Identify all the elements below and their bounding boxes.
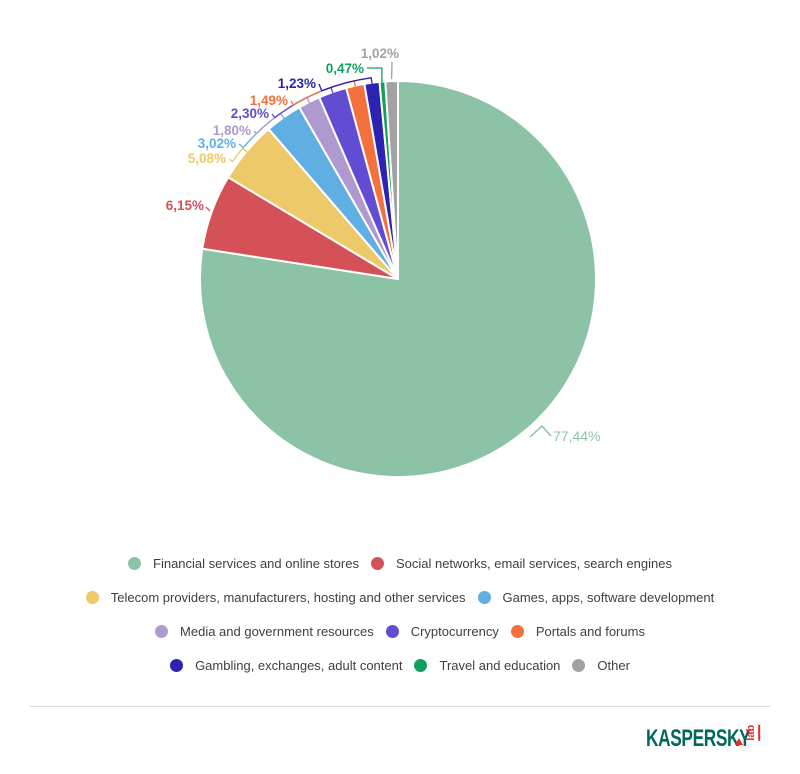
- legend-item-other[interactable]: Other: [572, 658, 630, 673]
- legend-swatch: [385, 624, 399, 638]
- legend-label: Cryptocurrency: [410, 623, 499, 639]
- legend-label: Gambling, exchanges, adult content: [195, 657, 403, 673]
- slice-value-label: 0,47%: [326, 61, 364, 76]
- pie-chart: 77,44% 6,15% 5,08%3,02%1,80% 2,30%1,49% 1,23…: [166, 46, 600, 478]
- legend-item-social-networks-email[interactable]: Social networks, email services, search …: [370, 555, 672, 571]
- slice-value-label: 1,23%: [278, 76, 316, 91]
- legend-label: Games, apps, software development: [502, 589, 715, 605]
- pie-chart-area: 77,44% 6,15% 5,08% 3,02% 1,80% 2,30% 1,49% 1,23…: [166, 46, 600, 478]
- logo-lab-text: lab: [743, 723, 763, 743]
- legend-item-media-and-government[interactable]: Media and government resources: [155, 624, 374, 639]
- legend-swatch: [85, 590, 99, 604]
- legend-swatch: [477, 590, 491, 604]
- slice-value-label: 5,08%: [188, 151, 226, 166]
- legend-swatch: [170, 658, 184, 672]
- legend-label: Financial services and online stores: [153, 555, 359, 571]
- chart-legend: Financial services and online stores Soci…: [0, 546, 800, 682]
- slice-value-label: 6,15%: [166, 198, 204, 213]
- legend-row: Financial services and online stores Soci…: [0, 546, 800, 580]
- legend-swatch: [128, 556, 142, 570]
- divider: [30, 706, 770, 707]
- legend-swatch: [155, 624, 169, 638]
- slice-value-label: 1,49%: [250, 93, 288, 108]
- slice-value-label: 1,80%: [213, 123, 251, 138]
- legend-row: Telecom providers, manufacturers, hostin…: [0, 580, 800, 614]
- legend-swatch: [510, 624, 524, 638]
- legend-label: Social networks, email services, search …: [395, 555, 672, 571]
- slice-leader-line: [318, 77, 373, 92]
- kaspersky-logo: KASPERSKY lab: [646, 722, 768, 758]
- legend-swatch: [414, 658, 428, 672]
- legend-label: Other: [597, 657, 630, 673]
- slice-value-label: 2,30%: [231, 106, 269, 121]
- legend-item-telecom-providers-manufacturers[interactable]: Telecom providers, manufacturers, hostin…: [85, 589, 466, 605]
- legend-label: Travel and education: [439, 657, 561, 673]
- slice-value-label: 1,02%: [361, 46, 399, 61]
- legend-row: Gambling, exchanges, adult content Travel…: [0, 648, 800, 682]
- slice-leader-line: [228, 147, 248, 163]
- logo-triangle-icon: [735, 737, 743, 745]
- slice-value-label: 77,44%: [553, 428, 600, 444]
- slice-leader-line: [367, 67, 383, 83]
- legend-label: Media and government resources: [180, 623, 374, 639]
- legend-swatch: [370, 556, 384, 570]
- slice-leader-line: [205, 206, 211, 212]
- legend-item-financial-services-and[interactable]: Financial services and online stores: [128, 556, 359, 571]
- footer: KASPERSKY lab: [0, 707, 800, 772]
- legend-label: Portals and forums: [535, 623, 645, 639]
- legend-item-gambling-exchanges-adult[interactable]: Gambling, exchanges, adult content: [170, 658, 402, 673]
- legend-item-travel-and-education[interactable]: Travel and education: [414, 658, 560, 673]
- legend-item-cryptocurrency[interactable]: Cryptocurrency: [385, 623, 499, 639]
- legend-row: Media and government resources Cryptocurr…: [0, 614, 800, 648]
- slice-value-label: 3,02%: [198, 136, 236, 151]
- legend-item-portals-and-forums[interactable]: Portals and forums: [510, 623, 645, 639]
- legend-label: Telecom providers, manufacturers, hostin…: [110, 589, 466, 605]
- legend-item-games-apps-software[interactable]: Games, apps, software development: [477, 589, 715, 605]
- slice-leader-line: [529, 425, 552, 438]
- pie-slice-other[interactable]: [384, 80, 399, 280]
- legend-swatch: [572, 658, 586, 672]
- brand-text: KASPERSKY: [646, 724, 751, 752]
